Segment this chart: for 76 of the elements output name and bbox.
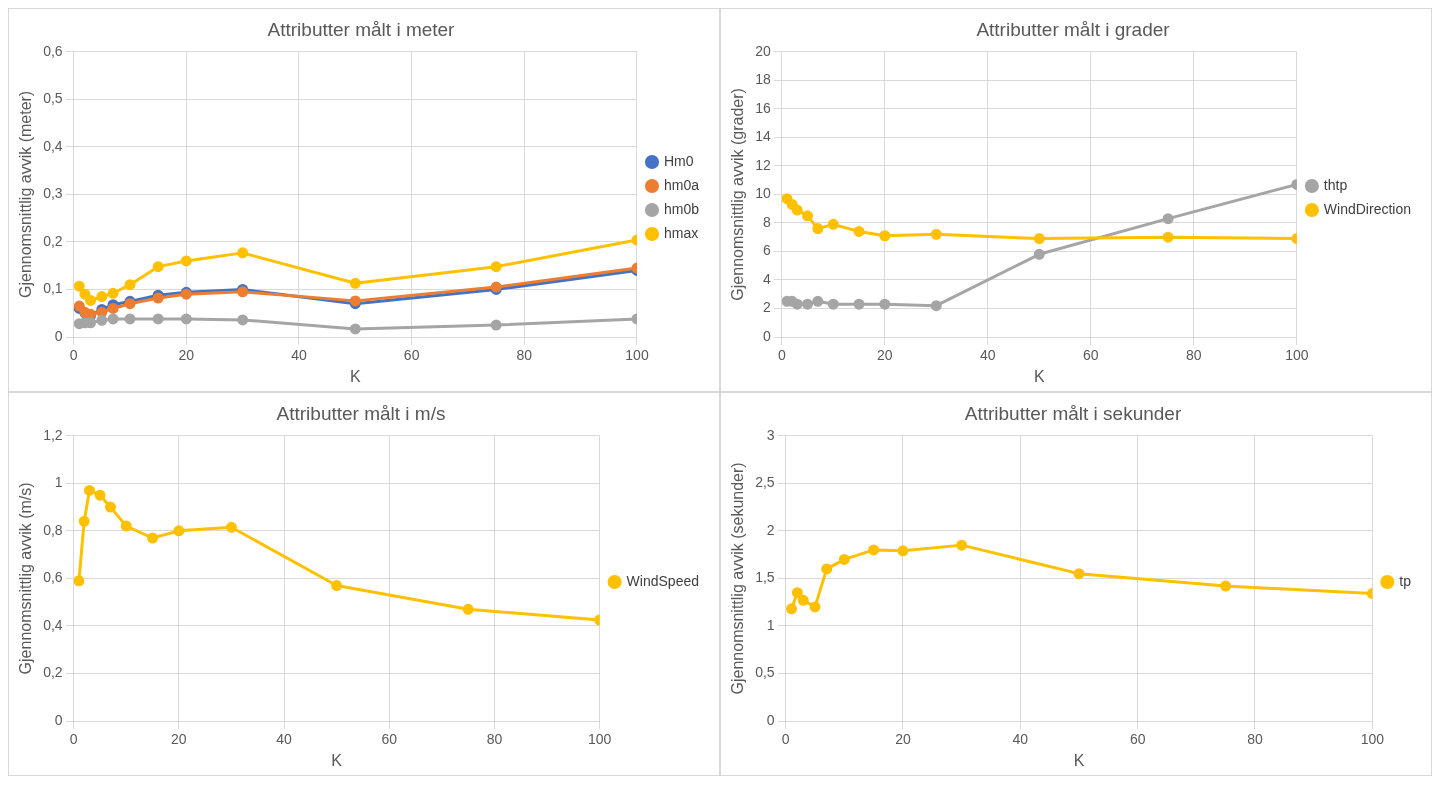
y-tick-label: 0,5 (43, 90, 63, 107)
y-tick-label: 4 (762, 270, 771, 287)
y-axis-title: Gjennomsnittlig avvik (m/s) (17, 482, 35, 675)
x-tick-label: 80 (1186, 347, 1202, 364)
x-tick-label: 0 (69, 347, 78, 364)
x-tick-label: 100 (1360, 731, 1385, 748)
y-tick-label: 10 (755, 185, 771, 202)
x-tick-label: 60 (1129, 731, 1146, 748)
y-tick-label: 14 (755, 128, 771, 145)
chart-title: Attributter målt i m/s (276, 402, 446, 424)
legend-label: hm0b (663, 200, 700, 217)
legend-label: Hm0 (663, 152, 694, 169)
chart-title: Attributter målt i meter (267, 18, 456, 40)
x-tick-label: 60 (403, 347, 420, 364)
y-tick-label: 0 (762, 327, 771, 344)
y-tick-label: 1,2 (43, 426, 63, 443)
x-tick-label: 100 (1285, 347, 1309, 364)
y-tick-label: 6 (762, 242, 771, 259)
y-tick-label: 20 (755, 42, 771, 59)
x-tick-label: 80 (1247, 731, 1263, 748)
x-tick-label: 40 (291, 347, 307, 364)
x-tick-label: 40 (980, 347, 996, 364)
x-tick-label: 60 (381, 731, 398, 748)
y-tick-label: 8 (762, 213, 771, 230)
y-tick-label: 1 (54, 474, 63, 491)
y-tick-label: 0 (54, 711, 63, 728)
x-tick-label: 80 (486, 731, 503, 748)
y-tick-label: 3 (766, 426, 775, 443)
x-tick-label: 0 (69, 731, 78, 748)
x-tick-label: 40 (276, 731, 293, 748)
y-axis-title: Gjennomsnittlig avvik (grader) (729, 88, 747, 301)
legend-label: hmax (663, 224, 699, 241)
x-tick-label: 80 (516, 347, 533, 364)
y-tick-label: 12 (755, 156, 771, 173)
legend-label: tp (1399, 572, 1412, 589)
x-tick-label: 100 (587, 731, 612, 748)
legend-label: WindSpeed (626, 572, 700, 589)
y-tick-label: 1,5 (755, 569, 775, 586)
y-tick-label: 0,2 (43, 664, 63, 681)
y-tick-label: 2,5 (755, 474, 775, 491)
chart-title: Attributter målt i sekunder (964, 402, 1182, 424)
x-tick-label: 20 (877, 347, 893, 364)
legend-label: thtp (1323, 176, 1348, 193)
y-tick-label: 0 (766, 711, 775, 728)
x-tick-label: 20 (171, 731, 187, 748)
y-tick-label: 16 (755, 99, 771, 116)
x-tick-label: 100 (625, 347, 649, 364)
x-axis-title: K (331, 751, 343, 769)
y-tick-label: 0,1 (43, 280, 63, 297)
y-tick-label: 0,4 (43, 137, 63, 154)
x-tick-label: 40 (1012, 731, 1029, 748)
y-tick-label: 0,3 (43, 185, 63, 202)
x-tick-label: 0 (777, 347, 786, 364)
y-tick-label: 0,8 (43, 521, 63, 538)
x-tick-label: 20 (895, 731, 911, 748)
y-tick-label: 2 (762, 299, 771, 316)
y-tick-label: 0,4 (43, 616, 63, 633)
y-tick-label: 0 (54, 327, 63, 344)
x-tick-label: 20 (178, 347, 195, 364)
y-tick-label: 2 (766, 521, 775, 538)
y-axis-title: Gjennomsnittlig avvik (sekunder) (729, 462, 747, 695)
y-tick-label: 18 (755, 71, 771, 88)
x-axis-title: K (1073, 751, 1085, 769)
x-axis-title: K (1033, 367, 1045, 385)
chart-title: Attributter målt i grader (976, 18, 1171, 40)
y-tick-label: 0,6 (43, 42, 63, 59)
x-tick-label: 0 (781, 731, 790, 748)
y-tick-label: 0,6 (43, 569, 63, 586)
legend-label: WindDirection (1323, 200, 1411, 217)
legend-label: hm0a (663, 176, 700, 193)
y-axis-title: Gjennomsnittlig avvik (meter) (17, 90, 35, 298)
y-tick-label: 0,5 (755, 664, 775, 681)
y-tick-label: 1 (766, 616, 775, 633)
y-tick-label: 0,2 (43, 232, 63, 249)
x-tick-label: 60 (1083, 347, 1099, 364)
x-axis-title: K (349, 367, 361, 385)
